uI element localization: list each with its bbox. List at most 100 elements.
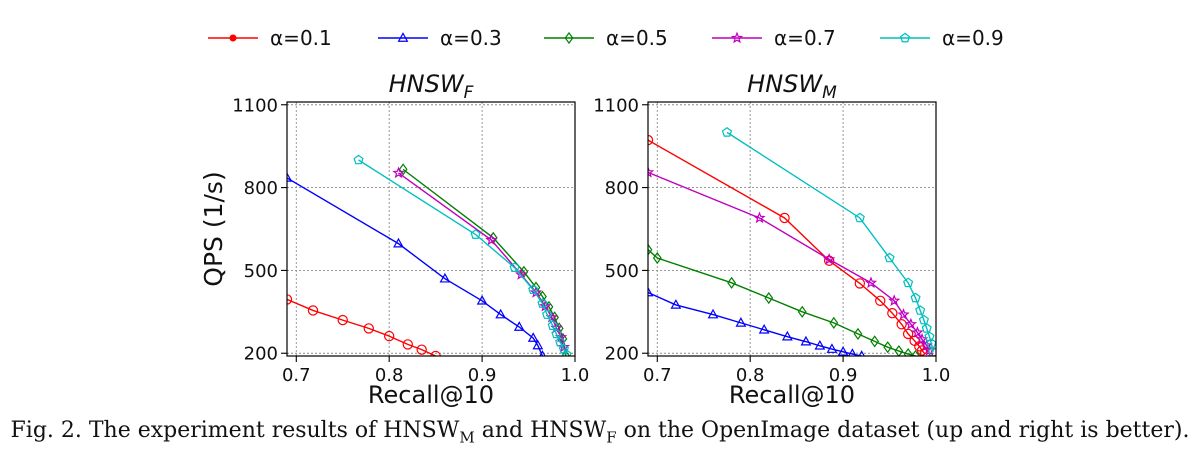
- data-point-0-3-0: [287, 172, 293, 182]
- data-point-0-3-3: [735, 317, 747, 327]
- chart-title-subscript: F: [464, 83, 474, 103]
- data-point-0-5-0: [398, 163, 408, 176]
- x-tick-label: 0.8: [736, 365, 765, 386]
- caption-suffix: on the OpenImage dataset (up and right i…: [616, 418, 1190, 443]
- y-tick-label: 1100: [593, 95, 639, 116]
- data-point-0-1-4: [383, 330, 395, 342]
- data-point-0-7-2: [822, 252, 836, 265]
- legend-label: α=0.7: [774, 26, 836, 50]
- series-line-0-7: [398, 172, 565, 348]
- legend-marker: [730, 31, 744, 44]
- data-point-0-1-2: [337, 314, 348, 326]
- data-point-0-5-4: [797, 305, 807, 318]
- data-point-0-3-11: [858, 350, 865, 356]
- legend-marker: [229, 34, 237, 42]
- series-0-7: [648, 165, 936, 356]
- caption-sub-f: F: [606, 428, 617, 447]
- x-tick-label: 0.7: [643, 365, 672, 386]
- data-point-0-3-4: [495, 308, 507, 319]
- data-point-0-1-6: [896, 319, 907, 330]
- data-point-0-9-2: [509, 262, 520, 272]
- data-point-0-7-5: [897, 308, 910, 320]
- data-point-0-5-7: [870, 335, 880, 348]
- data-point-0-7-7: [911, 326, 924, 338]
- data-point-0-9-1: [470, 229, 481, 239]
- data-point-0-5-9: [561, 349, 571, 356]
- y-tick-label: 500: [244, 261, 278, 282]
- data-point-0-1-1: [779, 212, 790, 224]
- data-point-0-5-1: [652, 251, 662, 265]
- data-point-0-7-6: [904, 317, 918, 330]
- series-0-3: [287, 172, 546, 356]
- data-point-0-3-4: [758, 323, 770, 334]
- y-tick-label: 800: [605, 178, 639, 199]
- series-line-0-7: [648, 171, 931, 351]
- data-point-0-7-0: [392, 166, 405, 179]
- legend-item-0-5: α=0.5: [544, 26, 668, 50]
- axes-frame: [286, 101, 576, 357]
- x-tick-label: 1.0: [922, 365, 951, 386]
- chart-title: HNSWM: [747, 70, 837, 103]
- data-point-0-7-4: [888, 294, 901, 307]
- series-line-0-1: [287, 298, 436, 356]
- data-point-0-7-3: [864, 276, 878, 289]
- x-tick-label: 0.9: [829, 365, 858, 386]
- data-point-0-7-9: [920, 339, 933, 351]
- y-tick-label: 1100: [232, 95, 278, 116]
- data-point-0-5-6: [853, 327, 863, 340]
- data-point-0-1-5: [887, 308, 898, 319]
- data-point-0-3-2: [707, 308, 719, 319]
- axes-frame: [647, 101, 937, 357]
- data-point-0-9-4: [537, 298, 548, 308]
- legend-item-0-1: α=0.1: [208, 26, 332, 50]
- data-point-0-1-3: [363, 323, 374, 334]
- series-line-0-9: [726, 131, 934, 353]
- series-line-0-5: [402, 168, 567, 356]
- data-point-0-3-9: [837, 346, 849, 356]
- data-point-0-9-7: [921, 323, 932, 333]
- data-point-0-5-8: [883, 341, 893, 354]
- series-line-0-1: [648, 139, 926, 355]
- x-tick-label: 0.8: [375, 365, 404, 386]
- data-point-0-9-2: [884, 252, 895, 263]
- legend-marker: [397, 32, 409, 42]
- series-line-0-3: [287, 177, 544, 356]
- chart-title-subscript: M: [822, 83, 837, 103]
- legend-item-0-3: α=0.3: [378, 26, 502, 50]
- x-tick-label: 1.0: [561, 365, 590, 386]
- y-tick-label: 800: [244, 178, 278, 199]
- legend-marker: [899, 32, 911, 43]
- caption-mid: and HNSW: [474, 418, 607, 443]
- series-0-1: [287, 294, 441, 356]
- data-point-0-3-5: [781, 330, 793, 341]
- series-line-0-3: [648, 291, 862, 356]
- legend-label: α=0.5: [606, 26, 668, 50]
- y-tick-label: 200: [605, 344, 639, 365]
- x-axis-label: Recall@10: [368, 381, 494, 409]
- series-0-3: [648, 286, 865, 356]
- data-point-0-3-8: [826, 343, 838, 353]
- data-point-0-9-3: [528, 284, 539, 295]
- data-point-0-1-1: [307, 305, 319, 316]
- chart-title-main: HNSW: [389, 70, 465, 98]
- data-point-0-9-1: [854, 212, 865, 223]
- series-line-0-9: [358, 159, 568, 355]
- data-point-0-5-9: [894, 344, 904, 356]
- legend-label: α=0.9: [942, 26, 1004, 50]
- data-point-0-3-10: [848, 348, 857, 356]
- data-point-0-3-2: [439, 272, 451, 283]
- data-point-0-5-5: [829, 316, 839, 329]
- data-point-0-7-0: [648, 165, 655, 178]
- data-point-0-9-4: [910, 292, 921, 303]
- data-point-0-1-5: [402, 339, 413, 350]
- series-0-5: [648, 243, 920, 356]
- data-point-0-5-2: [727, 276, 737, 289]
- data-point-0-5-3: [764, 291, 774, 305]
- x-tick-label: 0.7: [282, 365, 311, 386]
- y-tick-label: 200: [244, 344, 278, 365]
- x-axis-label: Recall@10: [729, 381, 855, 409]
- data-point-0-3-8: [539, 350, 546, 356]
- data-point-0-3-6: [800, 335, 812, 346]
- data-point-0-9-7: [551, 328, 562, 339]
